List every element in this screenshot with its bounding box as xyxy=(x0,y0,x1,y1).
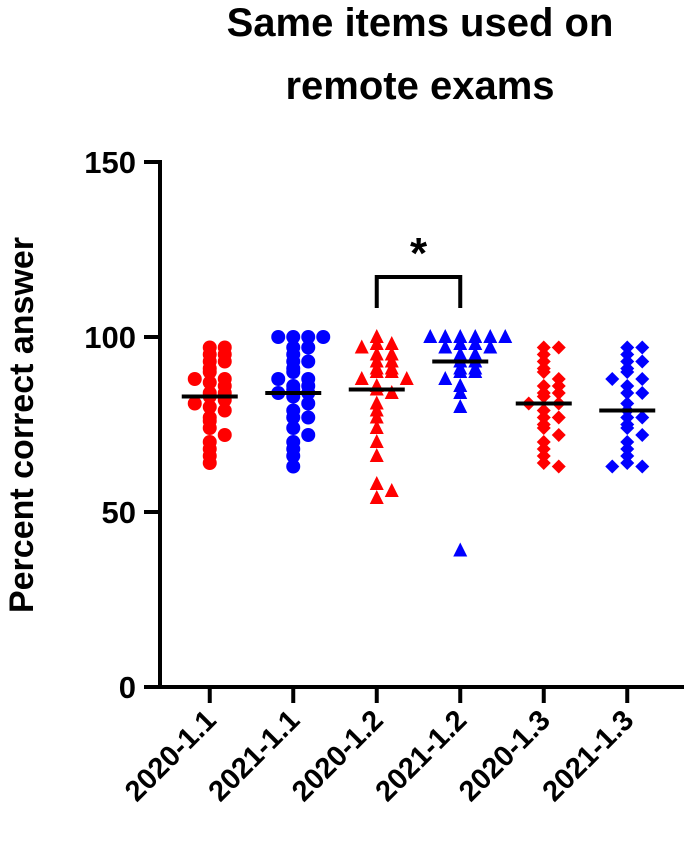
y-tick-label: 100 xyxy=(84,320,136,355)
data-point xyxy=(620,456,635,470)
data-point xyxy=(271,372,286,386)
x-tick-label: 2020-1.2 xyxy=(286,704,390,808)
data-point xyxy=(635,428,650,442)
data-point xyxy=(316,330,331,344)
data-point xyxy=(217,403,232,418)
data-point xyxy=(217,428,232,442)
data-point xyxy=(551,410,566,425)
data-point xyxy=(453,385,468,399)
data-point xyxy=(301,428,316,442)
data-point xyxy=(438,329,453,343)
x-tick-label: 2020-1.1 xyxy=(119,704,223,808)
data-point xyxy=(202,400,217,414)
data-point xyxy=(202,365,217,379)
data-point xyxy=(369,476,384,490)
y-tick-label: 0 xyxy=(119,670,136,705)
data-point xyxy=(423,329,438,343)
significance-label: * xyxy=(410,229,428,278)
data-point xyxy=(286,449,301,463)
data-point xyxy=(605,459,620,474)
data-point xyxy=(301,340,316,355)
data-point xyxy=(354,339,369,354)
data-point xyxy=(271,330,286,344)
y-tick-label: 50 xyxy=(102,495,136,530)
data-point xyxy=(399,371,414,385)
x-tick-label: 2021-1.2 xyxy=(370,704,474,808)
data-point xyxy=(369,364,384,378)
chart-title: Same items used on xyxy=(227,1,614,45)
data-point xyxy=(438,339,453,354)
data-point xyxy=(536,365,551,379)
data-point xyxy=(453,336,468,350)
data-point xyxy=(468,336,483,350)
significance-bracket xyxy=(374,275,463,308)
data-point xyxy=(620,386,635,400)
data-point xyxy=(187,396,202,411)
data-point xyxy=(605,372,620,386)
data-point xyxy=(483,329,498,343)
data-point xyxy=(354,371,369,385)
data-point xyxy=(384,483,399,497)
data-point xyxy=(301,396,316,411)
data-point xyxy=(453,399,468,413)
data-point xyxy=(620,365,635,379)
x-tick-label: 2021-1.1 xyxy=(203,704,307,808)
data-point xyxy=(635,459,650,474)
data-point xyxy=(551,459,566,474)
y-tick-label: 150 xyxy=(84,145,136,180)
data-point xyxy=(286,459,301,474)
data-point xyxy=(286,421,301,435)
data-point xyxy=(536,421,551,435)
data-point xyxy=(202,375,217,390)
data-point xyxy=(551,428,566,442)
data-point xyxy=(286,330,301,344)
y-axis-label: Percent correct answer xyxy=(3,237,41,613)
data-point xyxy=(202,421,217,435)
data-point xyxy=(551,386,566,400)
data-point xyxy=(369,420,384,434)
data-point xyxy=(384,385,399,399)
chart-title: remote exams xyxy=(285,64,554,108)
data-point xyxy=(301,330,316,344)
data-point xyxy=(498,329,513,343)
x-tick-label: 2021-1.3 xyxy=(537,704,641,808)
data-point xyxy=(286,410,301,425)
data-point xyxy=(369,448,384,462)
data-point xyxy=(384,364,399,378)
data-point xyxy=(483,339,498,354)
data-point xyxy=(369,434,384,448)
data-point xyxy=(536,456,551,470)
data-point xyxy=(635,354,650,369)
data-point xyxy=(187,372,202,386)
data-point xyxy=(635,372,650,386)
data-point xyxy=(468,364,483,378)
data-point xyxy=(453,364,468,378)
data-point xyxy=(369,490,384,504)
data-point xyxy=(369,409,384,424)
data-point xyxy=(301,354,316,369)
x-tick-label: 2020-1.3 xyxy=(453,704,557,808)
data-point xyxy=(453,542,468,557)
data-point xyxy=(369,336,384,350)
data-point xyxy=(217,354,232,369)
data-point xyxy=(635,340,650,355)
data-point xyxy=(536,389,551,404)
data-point xyxy=(301,410,316,425)
data-point xyxy=(286,365,301,379)
data-point xyxy=(635,386,650,400)
data-point xyxy=(438,371,453,385)
data-point xyxy=(620,421,635,435)
data-point xyxy=(551,340,566,355)
data-point xyxy=(635,410,650,425)
data-point xyxy=(384,336,399,350)
data-point xyxy=(202,456,217,470)
